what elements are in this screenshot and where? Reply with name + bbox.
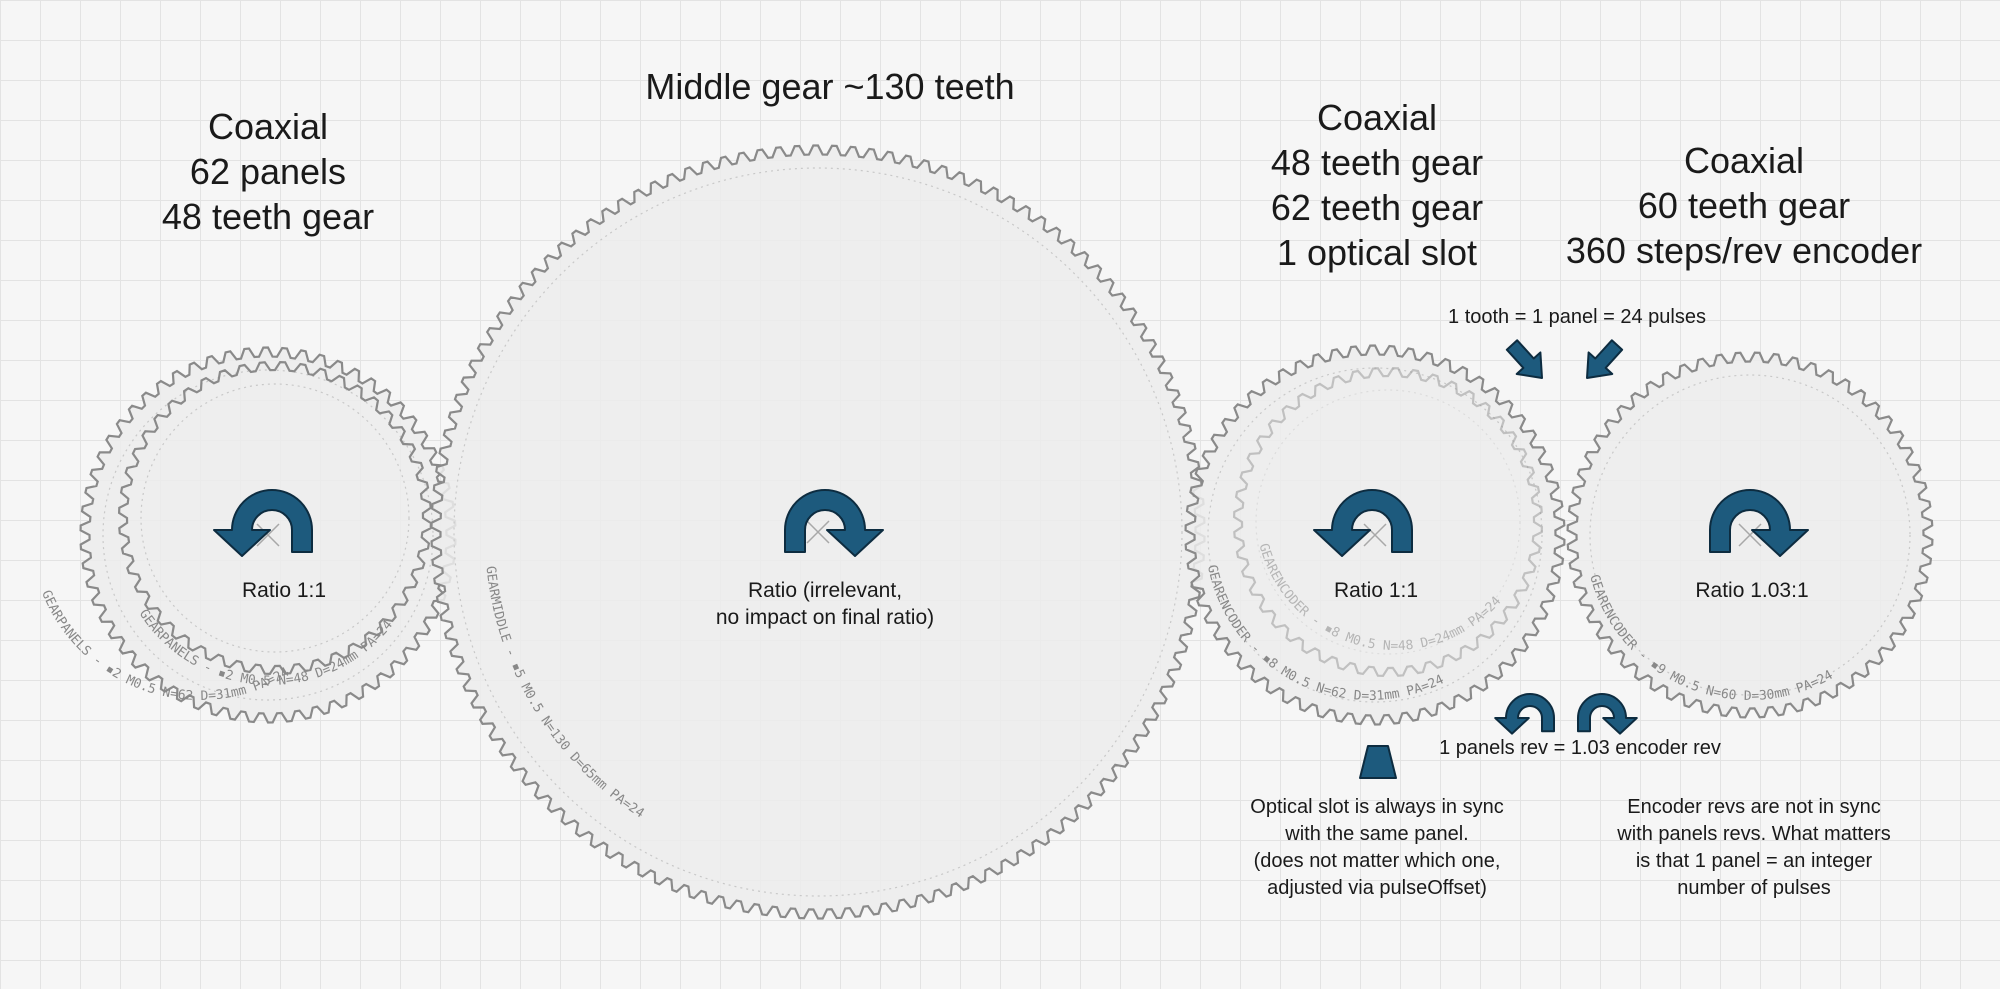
- right-center-inner-gear: [1232, 366, 1544, 678]
- left-inner-gear-teeth: [117, 360, 433, 676]
- left-inner-gear-pitch-circle: [140, 383, 410, 653]
- mesh-pointer-arrow-left: [1505, 339, 1543, 379]
- optical-slot-note: Optical slot is always in sync with the …: [1250, 796, 1504, 899]
- mesh-pointer-arrow-right: [1586, 339, 1624, 379]
- panels-rev-annotation: 1 panels rev = 1.03 encoder rev: [1439, 737, 1721, 759]
- right-center-outer-gear-pitch-circle: [1207, 367, 1543, 703]
- right-center-heading: Coaxial 48 teeth gear 62 teeth gear 1 op…: [1270, 97, 1484, 273]
- optical-slot-marker: [1359, 745, 1397, 779]
- rotation-arrow-left: [213, 489, 313, 557]
- right-center-outer-gear-center-mark: [1363, 523, 1387, 547]
- gears-layer: [79, 144, 1934, 920]
- right-center-outer-gear: [1184, 344, 1566, 726]
- small-rotation-arrow-left: [1494, 693, 1555, 735]
- far-right-ratio-label: Ratio 1.03:1: [1695, 579, 1809, 602]
- right-center-inner-gear-pitch-circle: [1255, 389, 1521, 655]
- small-rotation-arrow-right: [1577, 693, 1638, 735]
- arrows-layer: [213, 339, 1809, 779]
- right-center-ratio-label: Ratio 1:1: [1333, 579, 1419, 602]
- left-outer-gear: [79, 346, 457, 724]
- middle-heading: Middle gear ~130 teeth: [645, 66, 1015, 107]
- right-center-inner-gear-teeth: [1232, 366, 1544, 678]
- left-heading: Coaxial 62 panels 48 teeth gear: [161, 106, 375, 237]
- encoder-gear-pitch-circle: [1589, 374, 1911, 696]
- encoder-gear-center-mark: [1738, 523, 1762, 547]
- encoder-gear: [1566, 351, 1934, 719]
- far-right-heading: Coaxial 60 teeth gear 360 steps/rev enco…: [1565, 140, 1923, 271]
- middle-ratio-label: Ratio (irrelevant, no impact on final ra…: [715, 579, 935, 629]
- encoder-sync-note: Encoder revs are not in sync with panels…: [1617, 796, 1891, 899]
- middle-gear: [430, 144, 1206, 920]
- left-inner-gear: [117, 360, 433, 676]
- left-outer-gear-pitch-circle: [102, 369, 434, 701]
- rotation-arrow-right-center: [1313, 489, 1413, 557]
- rotation-arrow-encoder: [1709, 489, 1809, 557]
- rotation-arrow-middle: [784, 489, 884, 557]
- middle-gear-pitch-circle: [453, 167, 1183, 897]
- middle-gear-center-mark: [806, 520, 830, 544]
- left-outer-gear-center-mark: [256, 523, 280, 547]
- left-ratio-label: Ratio 1:1: [241, 579, 327, 602]
- tooth-panel-annotation: 1 tooth = 1 panel = 24 pulses: [1448, 306, 1706, 328]
